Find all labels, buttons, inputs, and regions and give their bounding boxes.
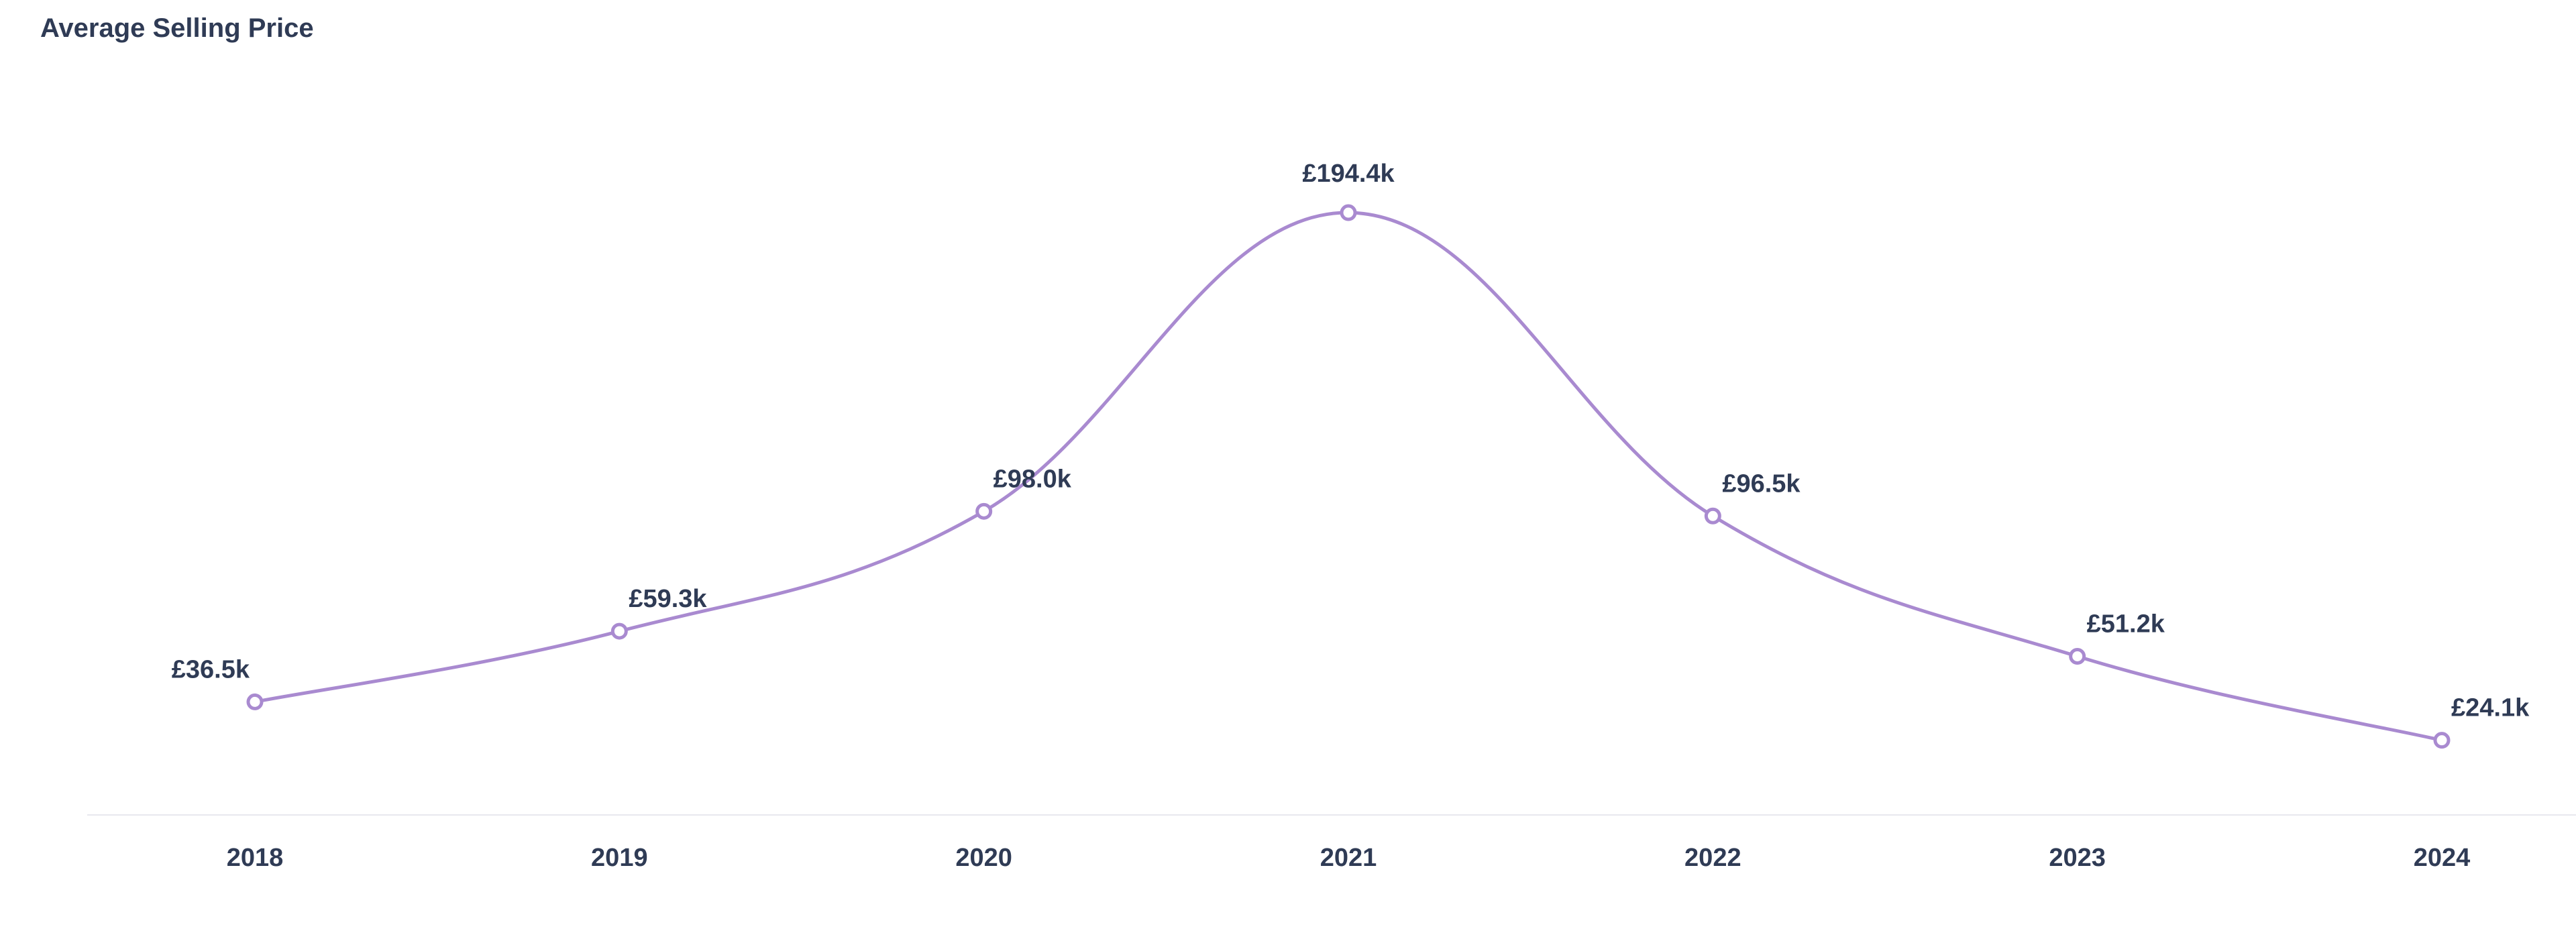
x-axis-label: 2019 xyxy=(591,844,648,872)
data-point[interactable] xyxy=(2435,734,2449,747)
x-axis-label: 2023 xyxy=(2049,844,2106,872)
data-point[interactable] xyxy=(2071,650,2084,663)
value-label: £96.5k xyxy=(1722,470,1801,498)
chart-title: Average Selling Price xyxy=(0,13,2576,44)
x-axis-label: 2022 xyxy=(1684,844,1741,872)
data-point[interactable] xyxy=(977,504,991,518)
data-point[interactable] xyxy=(248,695,262,708)
x-axis-label: 2020 xyxy=(955,844,1012,872)
value-label: £98.0k xyxy=(994,465,1072,493)
x-axis-label: 2018 xyxy=(227,844,284,872)
data-point[interactable] xyxy=(612,624,626,638)
x-axis-label: 2021 xyxy=(1320,844,1377,872)
value-label: £59.3k xyxy=(629,585,707,613)
x-axis-label: 2024 xyxy=(2414,844,2471,872)
value-label: £194.4k xyxy=(1302,160,1395,188)
chart-container: Average Selling Price £36.5k 2018 £59.3k 20… xyxy=(0,0,2576,933)
value-label: £36.5k xyxy=(172,655,250,683)
data-point[interactable] xyxy=(1342,206,1355,219)
value-label: £51.2k xyxy=(2087,610,2165,639)
data-point[interactable] xyxy=(1706,509,1719,523)
price-line-chart: £36.5k 2018 £59.3k 2019 £98.0k 2020 £194.4k 202… xyxy=(0,44,2576,933)
value-label: £24.1k xyxy=(2451,694,2530,722)
